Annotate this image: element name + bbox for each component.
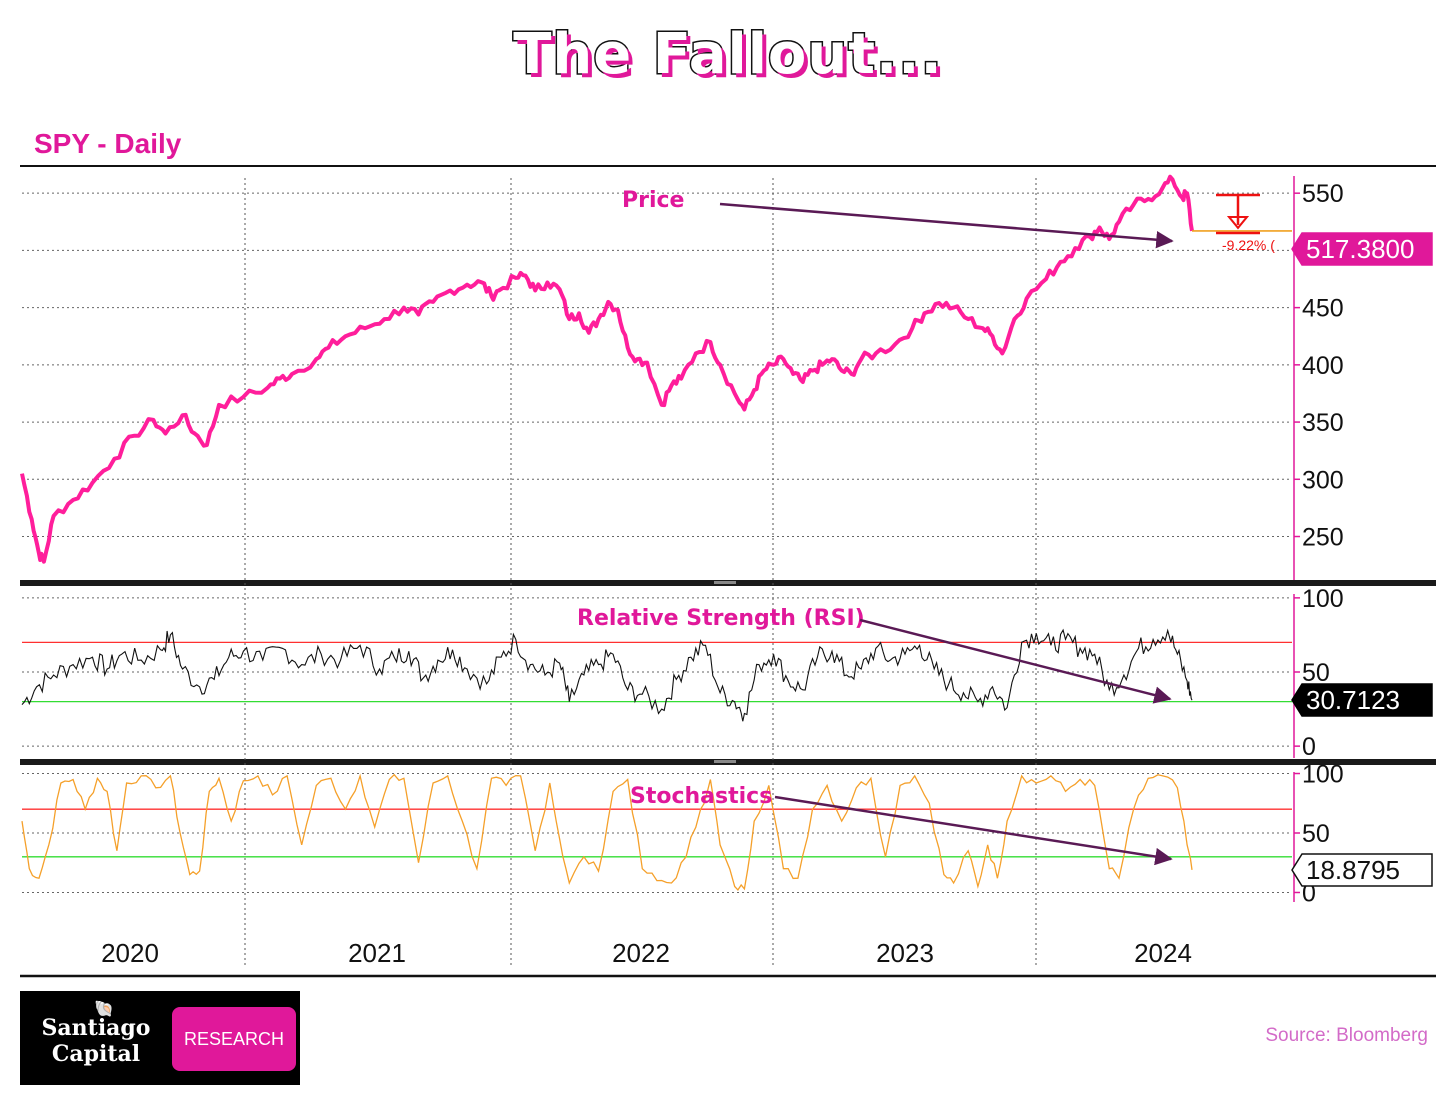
- source-label: Source: Bloomberg: [1265, 1025, 1428, 1046]
- price-rsi-separator-grip: [714, 581, 736, 584]
- logo-line2: Capital: [51, 1041, 141, 1067]
- rsi-stoch-separator-grip: [714, 760, 736, 763]
- price-tick-label: 450: [1302, 295, 1344, 323]
- rsi-series-line: [21, 628, 1193, 722]
- rsi-last-value-box: [1291, 683, 1433, 717]
- price-tick-label: 250: [1302, 524, 1344, 552]
- logo-wordmark: Santiago Capital: [24, 1015, 168, 1067]
- x-tick-label: 2024: [1134, 938, 1192, 968]
- price-series-line: [20, 174, 1194, 564]
- logo-line1: Santiago: [41, 1015, 151, 1041]
- x-tick-label: 2020: [101, 938, 159, 968]
- x-tick-label: 2021: [348, 938, 406, 968]
- research-badge: RESEARCH: [172, 1007, 296, 1071]
- price-tick-label: 550: [1302, 180, 1344, 208]
- brand-logo: 🐚 Santiago Capital RESEARCH: [20, 991, 300, 1085]
- stoch-annotation-arrow: [774, 795, 1173, 866]
- stoch-last-value-box: [1291, 853, 1433, 887]
- price-annotation-arrow: [719, 202, 1174, 249]
- x-tick-label: 2023: [876, 938, 934, 968]
- price-annotation-label: Price: [622, 188, 684, 213]
- x-tick-label: 2022: [612, 938, 670, 968]
- price-last-value-box: [1291, 232, 1433, 266]
- stoch-tick-label: 50: [1302, 820, 1330, 848]
- rsi-annotation-label: Relative Strength (RSI): [577, 606, 865, 631]
- price-tick-label: 300: [1302, 466, 1344, 494]
- rsi-tick-label: 50: [1302, 659, 1330, 687]
- price-last-value: 517.3800: [1306, 234, 1414, 264]
- stoch-series-line: [21, 773, 1193, 891]
- price-tick-label: 350: [1302, 409, 1344, 437]
- drawdown-arrowhead: [1226, 215, 1250, 230]
- rsi-tick-label: 100: [1302, 585, 1344, 613]
- rsi-last-value: 30.7123: [1306, 685, 1400, 715]
- page-title: The Fallout...: [512, 21, 944, 89]
- rsi-tick-label: 0: [1302, 733, 1316, 761]
- drawdown-label: -9.22% (: [1222, 237, 1275, 253]
- chart-subtitle: SPY - Daily: [34, 128, 182, 159]
- stoch-last-value: 18.8795: [1306, 855, 1400, 885]
- price-tick-label: 400: [1302, 352, 1344, 380]
- rsi-annotation-arrow: [859, 618, 1172, 704]
- stoch-annotation-label: Stochastics: [630, 784, 772, 809]
- stoch-tick-label: 100: [1302, 761, 1344, 789]
- shell-icon: 🐚: [94, 999, 114, 1018]
